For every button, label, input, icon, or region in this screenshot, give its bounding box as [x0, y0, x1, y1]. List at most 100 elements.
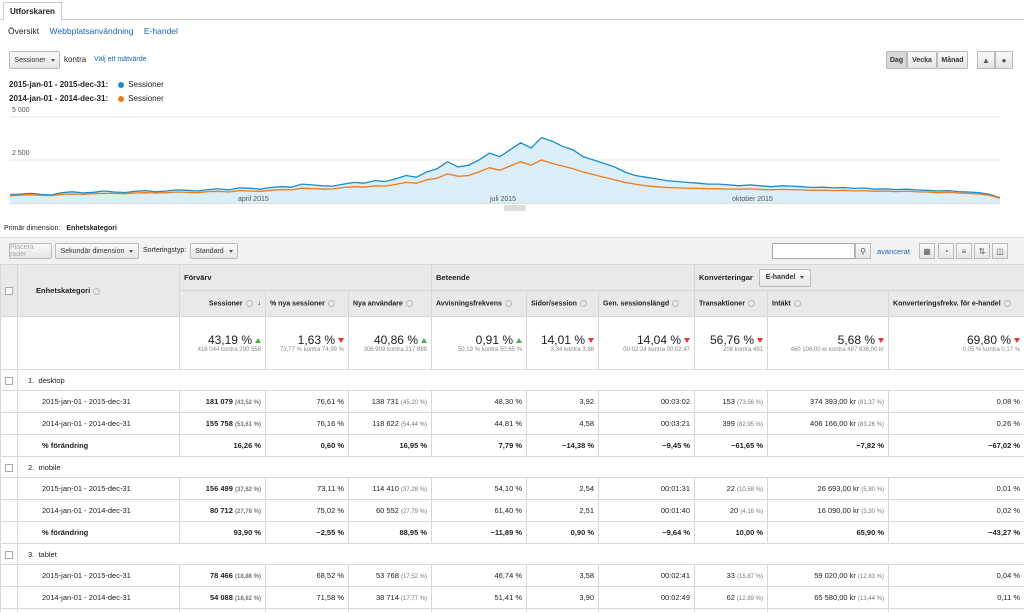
cell-value: 78 466 — [209, 571, 233, 580]
column-header-label: Gen. sessionslängd — [603, 300, 670, 308]
cell-value: 80 712 — [209, 506, 233, 515]
legend-dot-2015 — [118, 81, 125, 88]
summary-comparison: 460 106,00 kr kontra 487 836,00 kr — [790, 347, 885, 353]
arrow-down-icon — [338, 338, 344, 344]
pie-view-icon[interactable]: ◔ — [938, 243, 954, 259]
column-header-4[interactable]: Sidor/session — [526, 290, 599, 317]
row-checkbox[interactable] — [5, 463, 13, 472]
cell-value: 399 — [722, 419, 735, 428]
column-header-0[interactable]: Sessioner ↓ — [179, 290, 266, 317]
search-icon[interactable]: ⚲ — [855, 243, 871, 259]
cell-share: (13,44 %) — [858, 596, 885, 602]
cell-value: 153 — [722, 397, 735, 406]
help-icon — [793, 299, 801, 307]
summary-comparison: 00:02:24 kontra 00:02:47 — [623, 347, 691, 353]
help-icon — [245, 299, 253, 307]
cell-value: 10,00 % — [735, 528, 764, 537]
dimension-header[interactable]: Enhetskategori — [17, 264, 180, 317]
tab-explorer[interactable]: Utforskaren — [3, 2, 62, 21]
motion-chart-icon[interactable]: ● — [995, 51, 1013, 69]
cell-value: 155 758 — [205, 419, 233, 428]
table-cell: 0,01 % — [888, 477, 1024, 500]
group-name-link[interactable]: desktop — [38, 375, 65, 385]
row-checkbox[interactable] — [5, 376, 13, 385]
metric-select[interactable]: Sessioner — [9, 51, 60, 69]
cell-value: 0,02 % — [996, 506, 1021, 515]
table-cell: 0,11 % — [888, 586, 1024, 609]
arrow-up-icon — [421, 338, 427, 344]
conversion-select[interactable]: E-handel — [758, 268, 812, 287]
table-view-icon[interactable]: ▦ — [919, 243, 935, 259]
table-cell: 0,04 % — [888, 564, 1024, 587]
table-row: 2014-jan-01 - 2014-dec-31 54 088 (18,62 %… — [0, 586, 1024, 609]
sort-arrow-icon[interactable]: ↓ — [257, 300, 262, 308]
performance-view-icon[interactable]: ≡ — [956, 243, 972, 259]
subnav-ecommerce[interactable]: E-handel — [143, 26, 178, 36]
row-spacer — [0, 477, 18, 500]
chart-resize-handle[interactable] — [504, 205, 526, 211]
group-row-tablet[interactable]: 3. tablet — [0, 543, 1024, 565]
table-cell: −7,82 % — [767, 434, 890, 457]
table-cell: 3,92 — [526, 390, 599, 413]
summary-value: 14,04 % — [603, 333, 691, 347]
group-name-link[interactable]: mobile — [38, 462, 61, 472]
line-chart-icon[interactable]: ▲ — [977, 51, 995, 69]
column-header-7[interactable]: Intäkt — [767, 290, 890, 317]
subnav-site-usage[interactable]: Webbplatsanvändning — [49, 26, 134, 36]
granularity-day-button[interactable]: Dag — [886, 51, 907, 69]
cell-share: (12,89 %) — [737, 596, 764, 602]
cell-value: 65 580,00 kr — [814, 593, 856, 602]
cell-value: 00:01:31 — [660, 484, 691, 493]
column-header-5[interactable]: Gen. sessionslängd — [597, 290, 696, 317]
comparison-view-icon[interactable]: ⇅ — [974, 243, 990, 259]
cell-value: 54 088 — [209, 593, 233, 602]
table-search-input[interactable] — [772, 243, 855, 259]
granularity-month-button[interactable]: Månad — [937, 51, 968, 69]
cell-value: 2,54 — [579, 484, 594, 493]
column-header-2[interactable]: Nya användare — [348, 290, 432, 317]
summary-value: 0,91 % — [436, 333, 522, 347]
column-header-1[interactable]: % nya sessioner — [265, 290, 349, 317]
subnav-overview[interactable]: Översikt — [8, 26, 40, 36]
table-cell: 38 714 (17,77 %) — [348, 586, 432, 609]
table-cell: −67,02 % — [888, 434, 1024, 457]
secondary-dimension-select[interactable]: Sekundär dimension — [55, 243, 139, 259]
group-name-link[interactable]: tablet — [38, 549, 57, 559]
plot-rows-button[interactable]: Placera rader — [9, 243, 52, 259]
cell-value: 7,79 % — [498, 441, 522, 450]
row-checkbox-cell[interactable] — [0, 369, 18, 391]
cell-value: 00:01:40 — [660, 506, 691, 515]
x-tick-july: juli 2015 — [490, 196, 517, 203]
row-checkbox-cell[interactable] — [0, 456, 18, 478]
arrow-down-icon — [757, 338, 764, 344]
column-header-8[interactable]: Konverteringsfrekv. för e-handel — [888, 290, 1024, 317]
row-checkbox[interactable] — [5, 550, 13, 559]
column-header-3[interactable]: Avvisningsfrekvens — [431, 290, 527, 317]
x-tick-april: april 2015 — [238, 196, 269, 203]
advanced-filter-link[interactable]: avancerat — [877, 247, 910, 256]
column-header-6[interactable]: Transaktioner — [694, 290, 769, 317]
group-conversions: Konverteringar E-handel — [694, 264, 1024, 291]
sort-type-select[interactable]: Standard — [190, 243, 238, 259]
primary-dimension-label: Primär dimension: — [4, 225, 61, 232]
group-row-desktop[interactable]: 1. desktop — [0, 369, 1024, 391]
granularity-week-button[interactable]: Vecka — [907, 51, 937, 69]
row-spacer — [0, 521, 18, 544]
chevron-down-icon — [228, 249, 233, 253]
pivot-view-icon[interactable]: ◫ — [992, 243, 1008, 259]
table-cell: 62 (12,89 %) — [694, 586, 769, 609]
table-cell: 51,41 % — [431, 586, 527, 609]
table-row: 2015-jan-01 - 2015-dec-31 78 466 (18,86 %… — [0, 564, 1024, 587]
row-checkbox-cell[interactable] — [0, 543, 18, 565]
row-spacer — [0, 390, 18, 413]
table-cell: 138 731 (45,20 %) — [348, 390, 432, 413]
group-row-mobile[interactable]: 2. mobile — [0, 456, 1024, 478]
table-cell: 00:01:40 — [597, 499, 696, 522]
column-header-label: Sidor/session — [531, 300, 577, 308]
select-all-checkbox[interactable] — [5, 287, 13, 295]
select-all-cell[interactable] — [0, 264, 18, 317]
choose-metric-link[interactable]: Välj ett mätvärde — [94, 56, 147, 63]
table-cell: 75,02 % — [265, 499, 349, 522]
legend-row-2015: 2015-jan-01 - 2015-dec-31: Sessioner — [9, 80, 164, 89]
table-cell: 399 (82,95 %) — [694, 412, 769, 435]
